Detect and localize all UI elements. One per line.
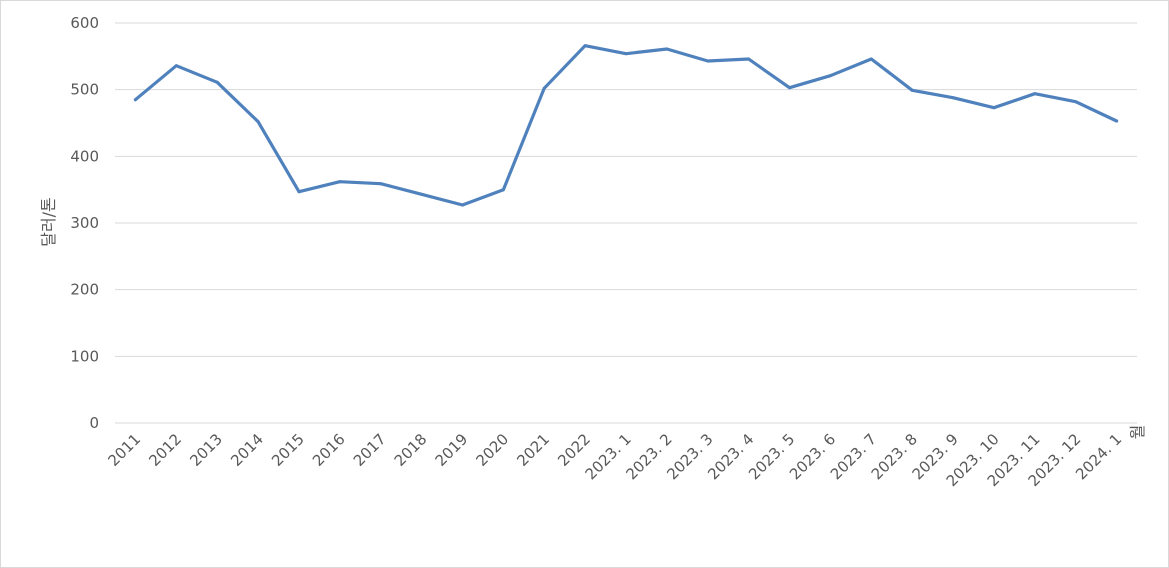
y-tick-label: 400 — [70, 147, 99, 165]
y-tick-label: 200 — [70, 281, 99, 299]
data-point — [379, 182, 383, 186]
series-group — [133, 44, 1119, 207]
y-tick-label: 300 — [70, 214, 99, 232]
data-point — [256, 120, 260, 124]
data-point — [869, 57, 873, 61]
x-tick-label: 2019 — [432, 430, 472, 470]
series-line-0 — [133, 44, 1119, 207]
y-tick-label: 100 — [70, 347, 99, 365]
x-tick-label: 2014 — [227, 430, 267, 470]
x-axis-ticks: 2011 2012 2013 2014 2015 2016 2017 2018 2019 2020… — [105, 430, 1126, 490]
x-tick-label: 2013 — [186, 430, 226, 470]
x-tick-label: 2012 — [145, 430, 185, 470]
data-point — [951, 96, 955, 100]
data-point — [828, 74, 832, 78]
data-point — [1074, 100, 1078, 104]
data-point — [461, 203, 464, 207]
gridlines — [115, 22, 1137, 424]
data-point — [788, 86, 791, 90]
x-tick-label: 2015 — [268, 430, 308, 470]
x-tick-label: 2011 — [105, 430, 145, 470]
data-point — [215, 80, 219, 84]
data-point — [1033, 92, 1037, 96]
y-tick-label: 0 — [89, 414, 99, 432]
data-point — [297, 190, 301, 194]
data-point — [583, 44, 587, 48]
data-point — [420, 192, 424, 196]
y-tick-label: 600 — [70, 14, 99, 32]
data-point — [992, 106, 996, 110]
x-tick-label: 2016 — [309, 430, 349, 470]
x-tick-label: 2017 — [350, 430, 390, 470]
data-point — [133, 98, 137, 102]
data-point — [747, 57, 751, 61]
y-axis-title: 달러/톤 — [39, 197, 58, 247]
x-tick-label: 2020 — [472, 430, 512, 470]
data-point — [910, 88, 914, 92]
data-point — [501, 188, 505, 192]
data-point — [338, 180, 342, 184]
data-point — [706, 59, 710, 63]
x-tick-label: 2018 — [391, 430, 431, 470]
data-point — [624, 52, 628, 56]
x-tick-label: 2021 — [513, 430, 553, 470]
data-point — [1115, 119, 1119, 123]
y-axis-ticks: 0 100 200 300 400 500 600 — [70, 14, 99, 432]
x-tick-label: 2024. 1 — [1072, 430, 1125, 483]
y-tick-label: 500 — [70, 81, 99, 99]
x-axis-unit-label: 월 — [1128, 425, 1147, 440]
data-point — [542, 86, 546, 90]
data-point — [174, 64, 178, 68]
data-point — [665, 47, 669, 51]
